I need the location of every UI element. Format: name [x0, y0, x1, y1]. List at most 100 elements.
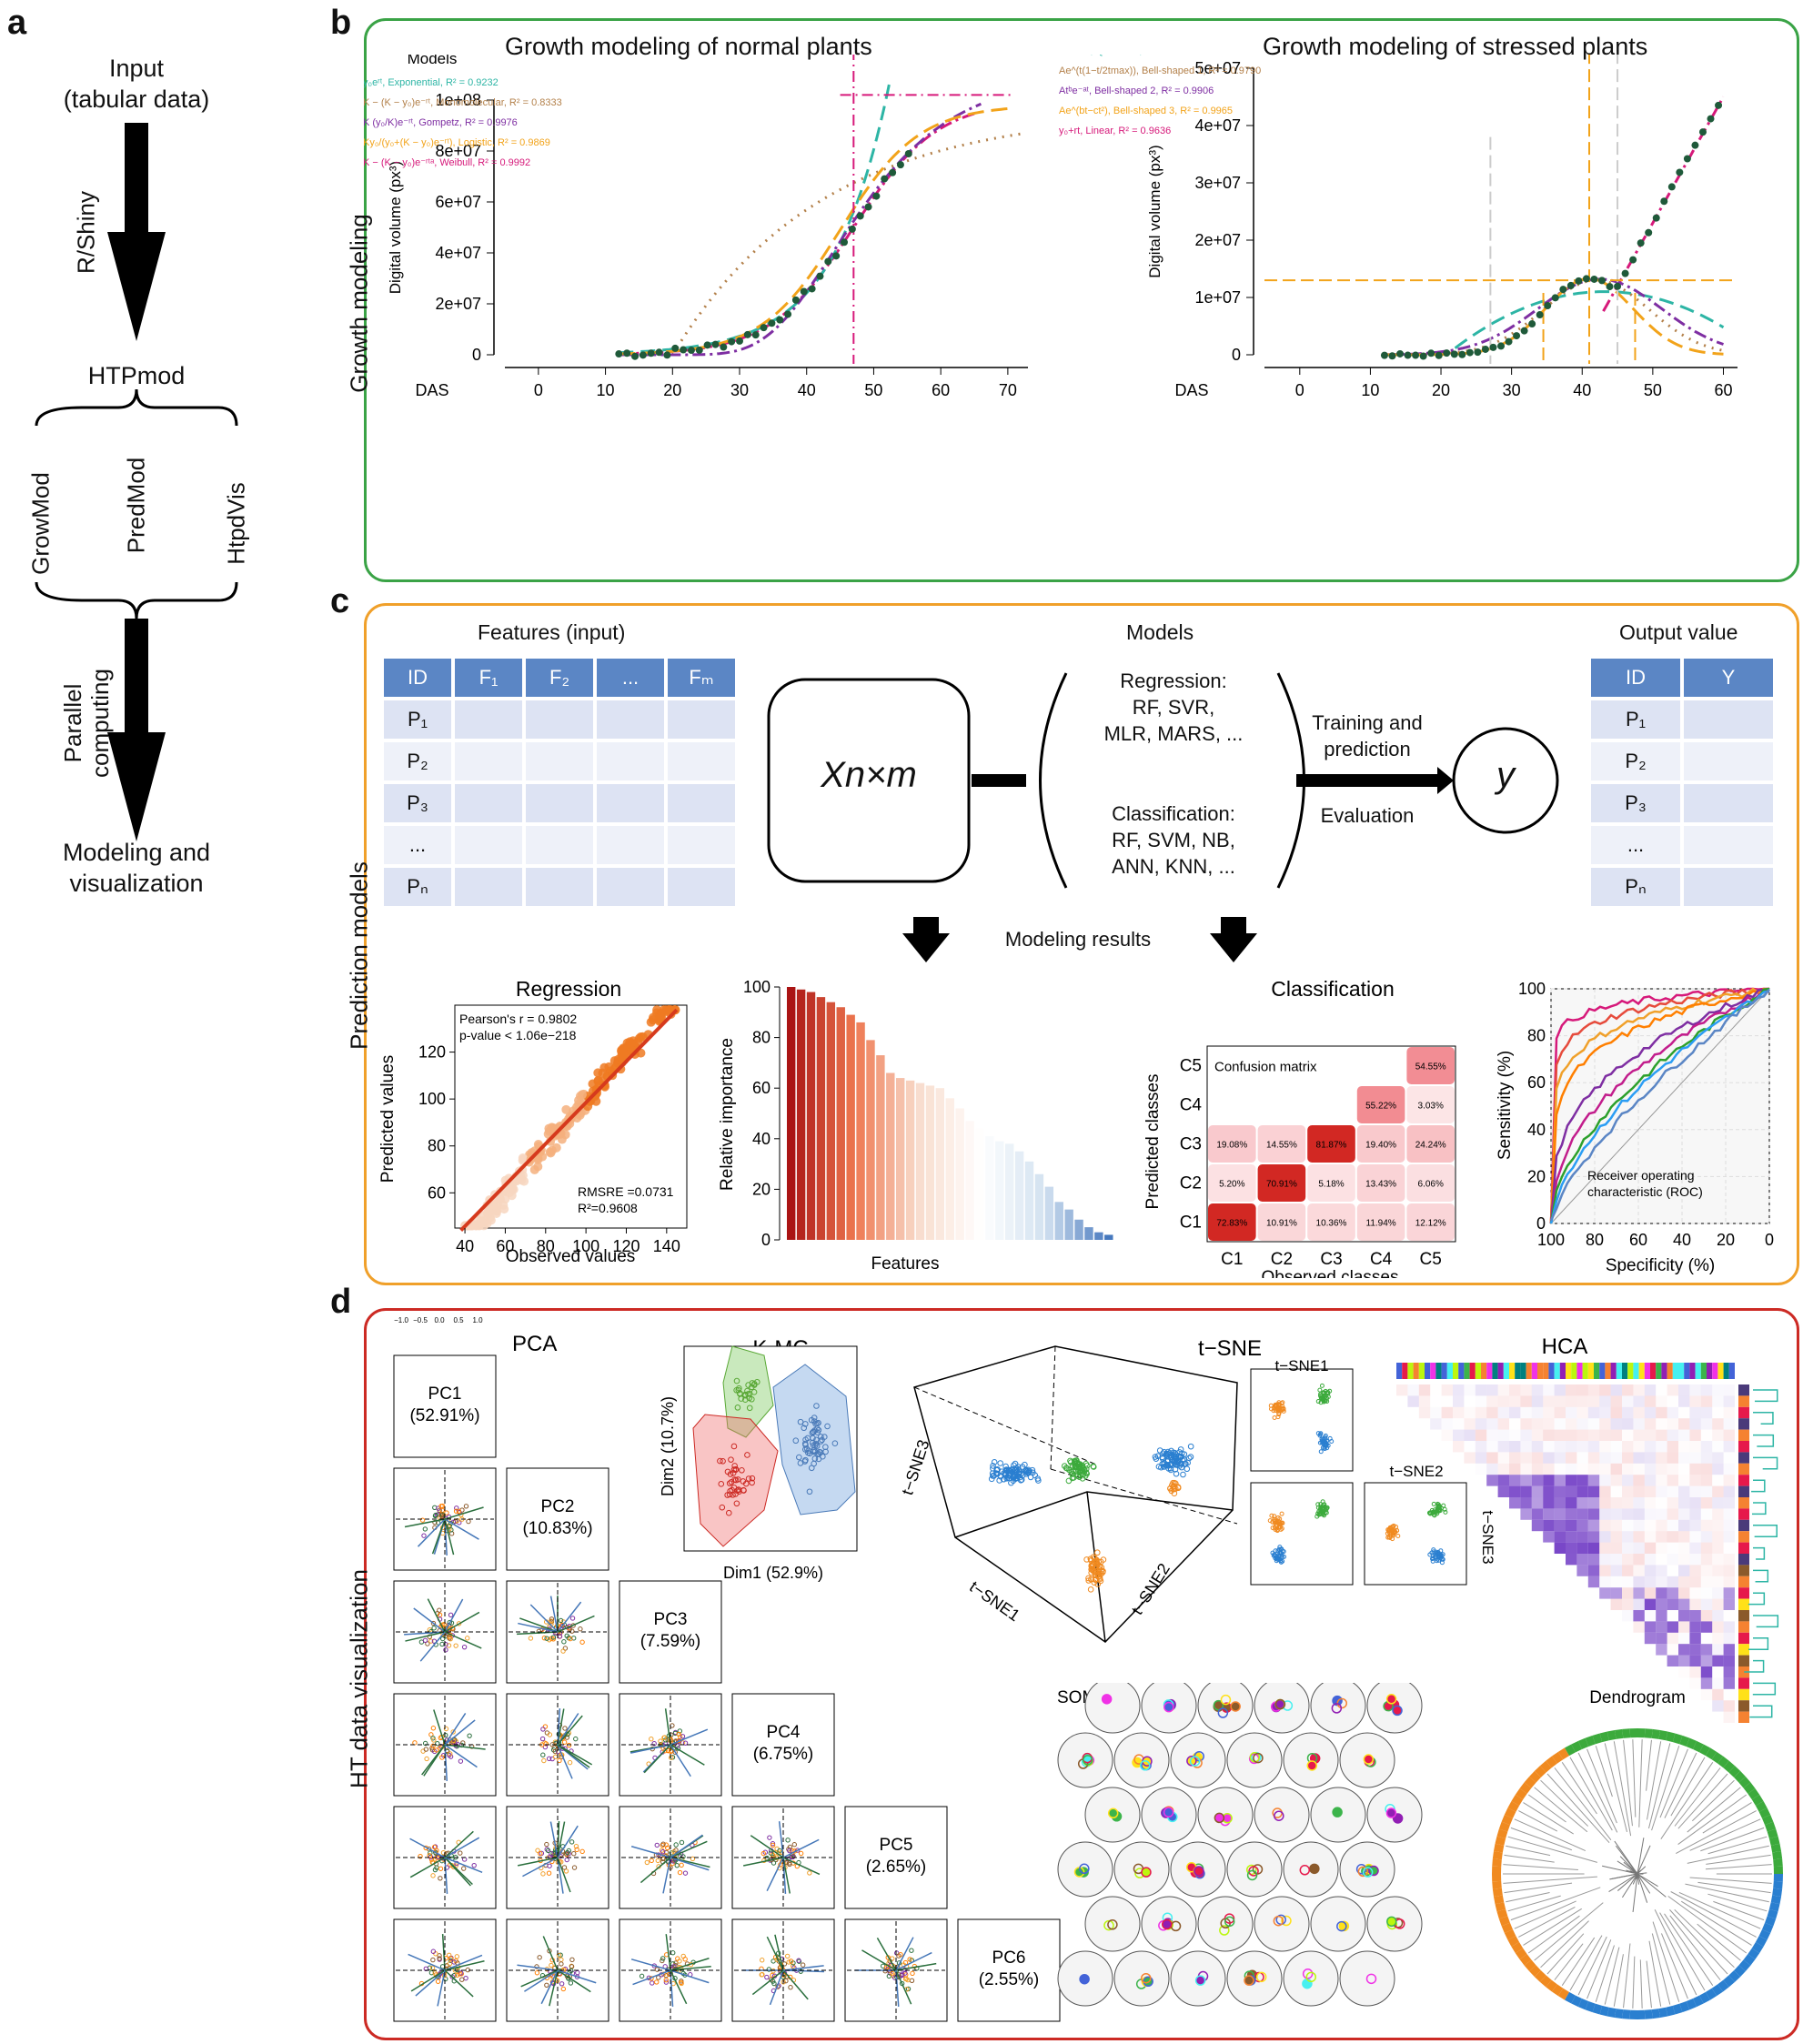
pca-loading [433, 1709, 446, 1746]
hca-cell [1453, 1418, 1464, 1429]
pca-point [544, 1636, 549, 1641]
feat-row-id: P₁ [384, 700, 451, 739]
hca-color-bar [1526, 1363, 1532, 1379]
pca-point [564, 1735, 570, 1740]
data-point [720, 343, 728, 351]
hca-color-bar [1425, 1363, 1431, 1379]
hca-cell [1689, 1429, 1701, 1441]
dendrogram-branch [1659, 1912, 1706, 1991]
tsne-point [1012, 1470, 1020, 1477]
hca-cell [1700, 1384, 1713, 1396]
dendrogram-ring-segment [1585, 2001, 1596, 2013]
hca-cell [1554, 1542, 1566, 1554]
pca-loading [517, 1964, 559, 1971]
pca-point [571, 1865, 578, 1870]
dendrogram-ring-segment [1511, 1794, 1524, 1806]
tsne-pair-point [1443, 1509, 1448, 1515]
hca-color-bar [1599, 1363, 1606, 1379]
hca-cell [1656, 1598, 1667, 1610]
rmsre-text: RMSRE =0.0731 [578, 1184, 674, 1199]
data-point [1597, 277, 1606, 285]
som-sample [1213, 1699, 1224, 1711]
dendrogram-ring-segment [1772, 1850, 1783, 1860]
dendrogram-branch [1617, 1860, 1638, 1875]
pca-point [453, 1643, 458, 1648]
hca-cell [1543, 1497, 1555, 1509]
kmc-point [817, 1438, 824, 1445]
y-axis-label: Predicted values [378, 1055, 398, 1183]
pca-point [660, 1848, 666, 1855]
hca-cell [1531, 1452, 1544, 1464]
y-tick-label: 0 [1232, 346, 1241, 364]
pca-point [654, 1967, 660, 1972]
hca-cell [1442, 1395, 1453, 1406]
tsne-point [1088, 1576, 1094, 1583]
model-flow-graphic [767, 672, 1559, 962]
legend-entry: y₀+rt, Linear, R² = 0.9636 [1059, 126, 1171, 136]
dendrogram-branch [1504, 1854, 1555, 1863]
data-point [1715, 101, 1723, 109]
confusion-value: 72.83% [1216, 1219, 1247, 1229]
tsne-pair-label: t−SNE3 [1479, 1510, 1496, 1564]
dendrogram-ring-segment [1651, 2009, 1661, 2019]
hca-cell [1656, 1543, 1667, 1554]
hca-cell [1486, 1384, 1498, 1396]
dendrogram-branch [1518, 1907, 1576, 1938]
hca-cell [1520, 1395, 1532, 1407]
hca-cell [1486, 1452, 1498, 1464]
pca-point [456, 1621, 462, 1626]
hca-cell [1520, 1485, 1532, 1497]
dendrogram-ring-segment [1734, 1770, 1746, 1783]
pca-point [546, 1870, 552, 1876]
hca-cell [1712, 1418, 1724, 1430]
hca-cell [1509, 1441, 1521, 1453]
kmc-dim1-label: Dim1 (52.9%) [723, 1564, 823, 1582]
som-sample [1217, 1707, 1229, 1718]
tsne-point [1184, 1459, 1191, 1466]
hca-row-bar [1738, 1542, 1749, 1554]
pc-diagonal-box [506, 1467, 609, 1571]
pca-point [438, 1503, 444, 1509]
pca-loading [444, 1744, 486, 1750]
data-point [768, 319, 776, 327]
dendrogram-ring-segment [1762, 1922, 1774, 1934]
pca-loading [518, 1622, 559, 1633]
pca-loading [876, 1938, 897, 1971]
tsne1-axis-label: t−SNE1 [966, 1577, 1023, 1625]
pca-loading [782, 1857, 821, 1876]
hca-cell [1486, 1429, 1498, 1441]
hca-cell [1701, 1633, 1712, 1644]
dendrogram-branch [1523, 1908, 1583, 1946]
y-tick-label: 120 [418, 1043, 446, 1062]
hca-cell [1576, 1554, 1588, 1566]
hca-cell [1566, 1485, 1577, 1497]
dendrogram-branch [1638, 1739, 1643, 1828]
dendrogram-branch [1637, 1873, 1658, 1888]
dendrogram-branch [1639, 1959, 1643, 2009]
x-tick-label: C2 [1271, 1250, 1293, 1269]
hca-cell [1520, 1508, 1532, 1520]
hca-cell [1554, 1429, 1566, 1441]
hca-cell [1610, 1384, 1622, 1396]
hca-row-bar [1738, 1632, 1749, 1645]
dendrogram-ring-segment [1585, 1735, 1596, 1747]
kmc-point [813, 1403, 820, 1409]
confusion-cell [1406, 1203, 1455, 1241]
tsne-point [1178, 1460, 1185, 1467]
hca-cell [1554, 1395, 1566, 1407]
hca-cell [1587, 1485, 1600, 1497]
hca-cell [1712, 1587, 1724, 1599]
tsne-point [1074, 1473, 1082, 1479]
hca-cell [1712, 1666, 1723, 1677]
hca-cell [1622, 1406, 1634, 1419]
roc-curve [1549, 987, 1770, 1224]
importance-bar [975, 1128, 984, 1240]
pca-point [431, 1844, 438, 1850]
pca-point [544, 1841, 549, 1848]
dendrogram-ring-segment [1711, 1751, 1724, 1764]
dendrogram-ring-segment [1534, 1970, 1546, 1982]
pca-loading [895, 1937, 914, 1971]
hca-row-bar [1738, 1384, 1749, 1396]
dendrogram-branch [1510, 1887, 1601, 1921]
